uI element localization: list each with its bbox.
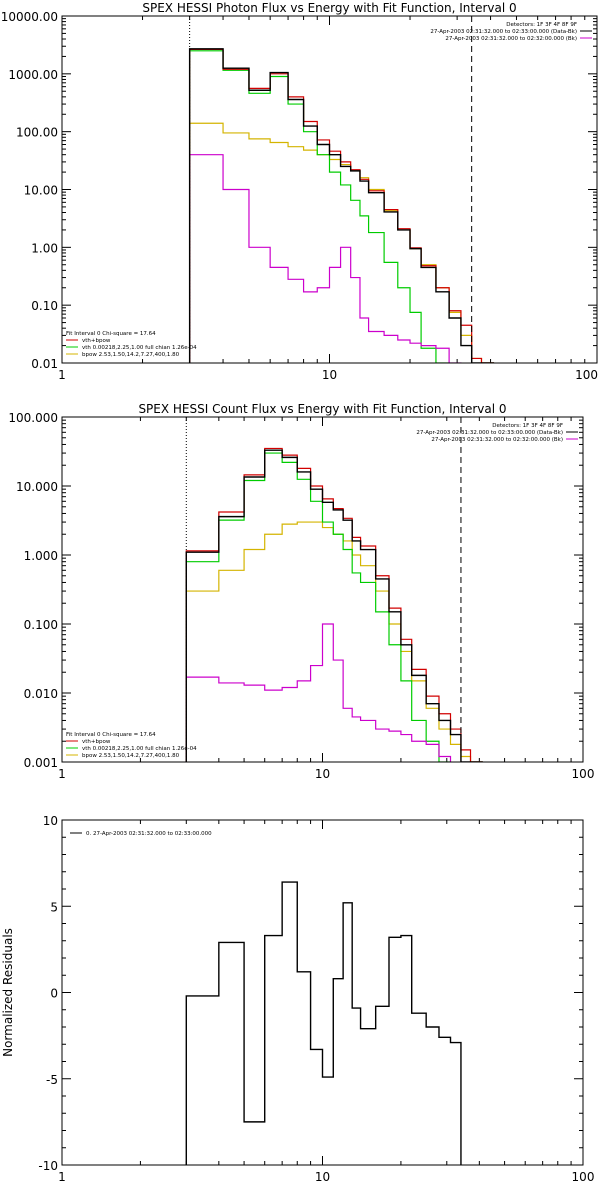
- series-total: [185, 447, 483, 762]
- plot-frame: [61, 416, 584, 763]
- y-tick-label: 0.010: [24, 687, 58, 701]
- y-tick-label: 10000.00: [1, 10, 58, 24]
- y-tick-label: -10: [38, 1159, 58, 1173]
- series-group: [188, 48, 495, 363]
- y-tick-label: 10.000: [16, 480, 58, 494]
- chart-panel-2: SPEX HESSI Count Flux vs Energy with Fit…: [8, 402, 594, 781]
- x-tick-label: 100: [572, 767, 595, 781]
- plot-frame: [61, 15, 598, 364]
- y-tick-label: 10.00: [24, 184, 58, 198]
- legend-fit-entry: Fit Interval 0 Chi-square = 17.64: [66, 732, 156, 738]
- series-group: [185, 881, 462, 1165]
- series-bpow: [189, 122, 495, 363]
- legend-entry: 0. 27-Apr-2003 02:31:32.000 to 02:33:00.…: [86, 831, 212, 837]
- legend-fit-entry: bpow 2.53,1.50,14.2,7.27,400,1.80: [82, 352, 180, 358]
- y-tick-label: 0.10: [31, 299, 58, 313]
- legend-header-line: 27-Apr-2003 02:31:32.000 to 02:33:00.000…: [416, 430, 563, 436]
- x-tick-label: 10: [315, 767, 330, 781]
- series-data: [188, 48, 495, 363]
- y-tick-label: 1000.00: [8, 68, 58, 82]
- x-tick-label: 10: [315, 1170, 330, 1184]
- legend-header-line: 27-Apr-2003 02:31:32.000 to 02:32:00.000…: [445, 36, 577, 42]
- series-data: [185, 449, 483, 762]
- x-tick-label: 1: [58, 767, 66, 781]
- series-vth: [185, 452, 452, 762]
- y-tick-label: 100.000: [8, 411, 58, 425]
- x-tick-label: 10: [322, 368, 337, 382]
- series-fit_thin: [185, 623, 452, 762]
- y-tick-label: 0: [50, 987, 58, 1001]
- x-tick-label: 1: [58, 368, 66, 382]
- series-bpow: [185, 521, 483, 762]
- legend-header-line: Detectors: 1F 3F 4F 8F 9F: [492, 423, 563, 429]
- legend-fit-entry: vth+bpow: [82, 338, 111, 344]
- chart-title: SPEX HESSI Count Flux vs Energy with Fit…: [138, 402, 506, 416]
- series-group: [185, 447, 483, 762]
- chart-panel-1: SPEX HESSI Photon Flux vs Energy with Fi…: [1, 1, 598, 382]
- legend-fit-entry: vth 0.00218,2.25,1.00 full chian 1.26e-0…: [82, 746, 197, 752]
- plot-frame: [61, 819, 584, 1166]
- chart-title: SPEX HESSI Photon Flux vs Energy with Fi…: [142, 1, 516, 15]
- legend-fit-entry: vth+bpow: [82, 739, 111, 745]
- series-total: [189, 48, 495, 363]
- y-tick-label: 100.00: [16, 126, 58, 140]
- x-tick-label: 100: [572, 1170, 595, 1184]
- legend-header-line: Detectors: 1F 3F 4F 8F 9F: [506, 22, 577, 28]
- series-fit_thin: [189, 154, 462, 363]
- legend-header-line: 27-Apr-2003 02:31:32.000 to 02:33:00.000…: [430, 29, 577, 35]
- legend-fit-entry: vth 0.00218,2.25,1.00 full chian 1.26e-0…: [82, 345, 197, 351]
- y-tick-label: 10: [43, 814, 58, 828]
- series-vth: [189, 50, 450, 363]
- y-tick-label: 0.01: [31, 357, 58, 371]
- y-tick-label: 1.00: [31, 241, 58, 255]
- y-axis-label: Normalized Residuals: [1, 928, 15, 1057]
- chart-panel-3: Normalized Residuals 1 10 100 -10 -5 0 5 10 0. 27…: [1, 814, 594, 1184]
- legend-fit-entry: Fit Interval 0 Chi-square = 17.64: [66, 331, 156, 337]
- legend-fit-entry: bpow 2.53,1.50,14.2,7.27,400,1.80: [82, 753, 180, 759]
- y-tick-label: 0.100: [24, 618, 58, 632]
- x-tick-label: 1: [58, 1170, 66, 1184]
- legend-header-line: 27-Apr-2003 02:31:32.000 to 02:32:00.000…: [431, 437, 563, 443]
- y-tick-label: 1.000: [24, 549, 58, 563]
- y-tick-label: -5: [46, 1073, 58, 1087]
- x-tick-label: 100: [575, 368, 598, 382]
- y-tick-label: 0.001: [24, 756, 58, 770]
- y-tick-label: 5: [50, 900, 58, 914]
- series-data: [185, 881, 462, 1165]
